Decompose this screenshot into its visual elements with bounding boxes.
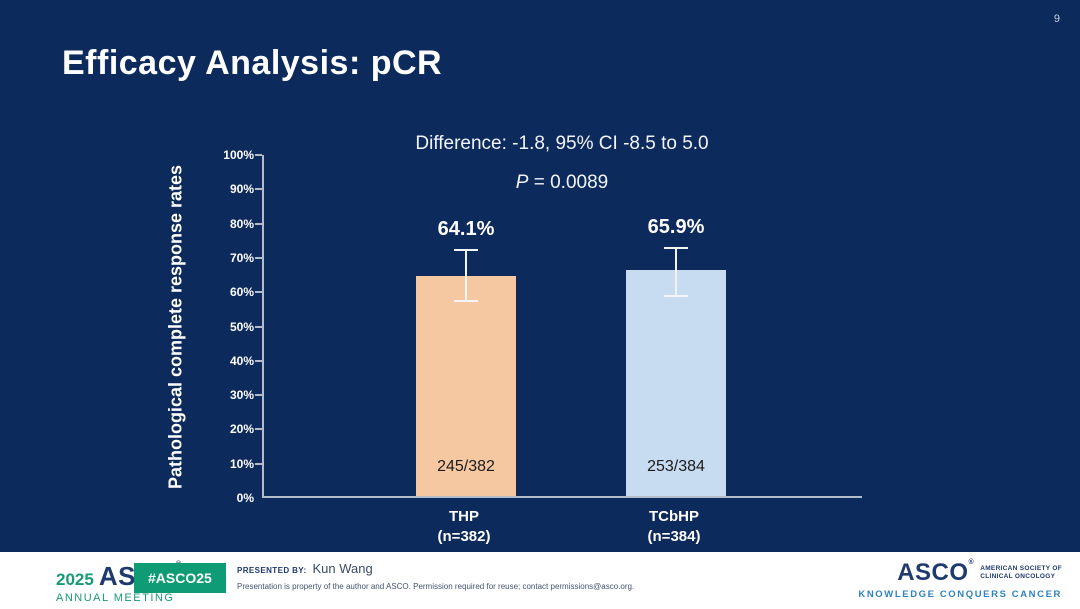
y-tick-mark (255, 291, 262, 294)
bar-count-label: 253/384 (647, 458, 705, 475)
y-tick-label: 80% (229, 216, 254, 231)
y-tick-label: 90% (229, 182, 254, 197)
presenter-name: Kun Wang (312, 561, 373, 576)
asco-tagline: AMERICAN SOCIETY OF CLINICAL ONCOLOGY (980, 564, 1062, 580)
p-symbol: P (515, 172, 529, 193)
y-tick-mark (255, 222, 262, 225)
y-tick-mark (255, 359, 262, 362)
asco-motto: KNOWLEDGE CONQUERS CANCER (858, 589, 1062, 600)
bar: 253/384 (626, 269, 726, 496)
y-tick-mark (255, 394, 262, 397)
y-tick-mark (255, 325, 262, 328)
presented-by-block: PRESENTED BY: Kun Wang Presentation is p… (237, 561, 634, 591)
y-tick-label: 0% (236, 491, 254, 505)
y-tick-label: 70% (229, 250, 254, 265)
y-axis-title: Pathological complete response rates (165, 164, 186, 490)
chart-annotations: Difference: -1.8, 95% CI -8.5 to 5.0 P =… (262, 133, 862, 194)
presented-by-label: PRESENTED BY: (237, 566, 307, 575)
y-tick-label: 100% (223, 148, 254, 162)
error-bar-cap (454, 299, 478, 302)
error-bar (675, 247, 677, 297)
y-tick-label: 40% (229, 353, 254, 368)
p-value-annotation: P = 0.0089 (262, 172, 862, 194)
y-tick-mark (255, 256, 262, 259)
bar-count-label: 245/382 (437, 458, 495, 475)
error-bar (465, 250, 467, 301)
error-bar-cap (664, 295, 688, 298)
hashtag-badge: #ASCO25 (134, 563, 226, 593)
x-category-label: TCbHP (n=384) (647, 508, 701, 546)
asco-society-logo: ASCO® AMERICAN SOCIETY OF CLINICAL ONCOL… (858, 559, 1062, 600)
y-tick-label: 30% (229, 388, 254, 403)
y-tick-label: 20% (229, 422, 254, 437)
y-tick-mark (255, 462, 262, 465)
bar: 245/382 (416, 276, 516, 496)
registered-mark-icon: ® (968, 559, 975, 566)
error-bar-cap (454, 249, 478, 251)
page-number: 9 (1053, 13, 1060, 25)
page-title: Efficacy Analysis: pCR (62, 44, 443, 82)
bar-value-label: 64.1% (437, 218, 495, 240)
footer: 2025 ASCO® ANNUAL MEETING #ASCO25 PRESEN… (0, 552, 1080, 609)
disclaimer-text: Presentation is property of the author a… (237, 582, 635, 591)
meeting-subtitle: ANNUAL MEETING (56, 592, 175, 604)
bar-value-label: 65.9% (647, 215, 705, 238)
plot-area: 0% 10% 20% 30% 40% 50% 60% 70% 80% 90% 100% 245/382… (223, 148, 862, 505)
y-tick-label: 60% (229, 285, 254, 300)
y-tick-mark (255, 154, 262, 156)
y-tick-label: 50% (229, 319, 254, 334)
difference-annotation: Difference: -1.8, 95% CI -8.5 to 5.0 (415, 133, 709, 154)
p-value-text: = 0.0089 (528, 172, 609, 193)
meeting-year: 2025 (56, 570, 94, 589)
error-bar-cap (664, 246, 688, 249)
asco-logo-text: ASCO® (897, 559, 975, 586)
y-tick-mark (255, 428, 262, 431)
y-tick-label: 10% (229, 456, 254, 471)
x-category-label: THP (n=382) (437, 508, 491, 546)
y-tick-mark (255, 188, 262, 191)
